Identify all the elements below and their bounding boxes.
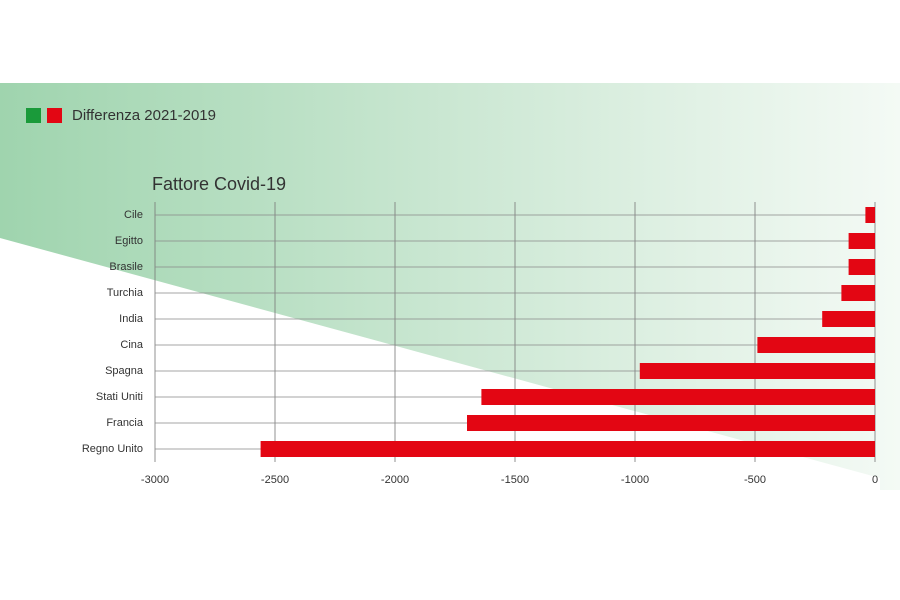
bar bbox=[639, 363, 875, 379]
y-tick-label: Spagna bbox=[105, 365, 144, 377]
x-tick-label: -1000 bbox=[621, 474, 649, 486]
legend-swatch bbox=[47, 108, 62, 123]
bar bbox=[481, 389, 875, 405]
x-tick-label: -1500 bbox=[501, 474, 529, 486]
chart-title: Fattore Covid-19 bbox=[152, 174, 286, 194]
y-tick-label: India bbox=[119, 313, 144, 325]
y-tick-label: Egitto bbox=[115, 235, 143, 247]
bar bbox=[841, 285, 875, 301]
y-tick-label: Francia bbox=[106, 417, 144, 429]
bar bbox=[757, 337, 875, 353]
y-tick-label: Cina bbox=[120, 339, 144, 351]
x-tick-label: -500 bbox=[744, 474, 766, 486]
y-tick-label: Regno Unito bbox=[82, 443, 143, 455]
x-tick-label: -2500 bbox=[261, 474, 289, 486]
x-tick-label: 0 bbox=[872, 474, 878, 486]
y-tick-label: Cile bbox=[124, 209, 143, 221]
x-tick-label: -3000 bbox=[141, 474, 169, 486]
y-tick-label: Brasile bbox=[109, 261, 143, 273]
legend-swatch-positive bbox=[26, 108, 41, 123]
legend-label: Differenza 2021-2019 bbox=[72, 107, 216, 124]
x-tick-label: -2000 bbox=[381, 474, 409, 486]
bar bbox=[865, 207, 875, 223]
y-tick-label: Turchia bbox=[107, 287, 144, 299]
bar bbox=[467, 415, 875, 431]
bar bbox=[848, 233, 875, 249]
y-tick-label: Stati Uniti bbox=[96, 391, 143, 403]
legend: Differenza 2021-2019 bbox=[26, 107, 216, 124]
bar bbox=[822, 311, 875, 327]
bar bbox=[848, 259, 875, 275]
bar bbox=[260, 441, 876, 457]
